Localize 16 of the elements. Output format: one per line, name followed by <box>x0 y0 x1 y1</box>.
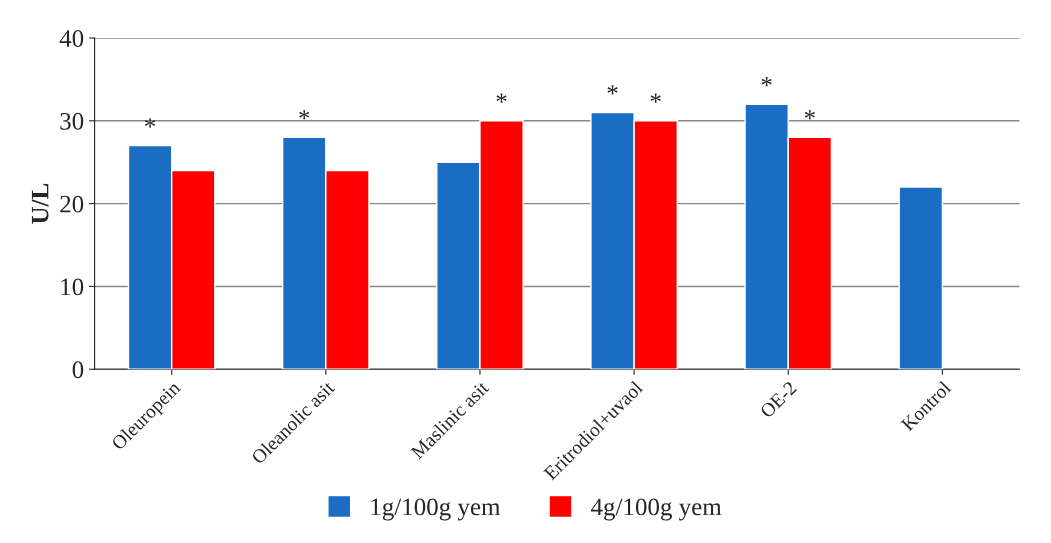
legend-label: 1g/100g yem <box>371 498 501 521</box>
annotation: * <box>496 93 507 103</box>
y-tick-label: 10 <box>61 278 84 296</box>
y-tick-label: 30 <box>60 112 84 130</box>
bar <box>898 186 944 370</box>
annotation: * <box>145 118 156 128</box>
legend-label: 4g/100g yem <box>590 498 722 521</box>
annotation: * <box>761 77 772 87</box>
y-tick-label: 40 <box>59 30 84 47</box>
y-tick-label: 0 <box>72 361 84 379</box>
annotation: * <box>804 110 815 120</box>
y-tick-label: 20 <box>60 195 84 213</box>
annotation: * <box>299 110 310 120</box>
y-axis-title: U/L <box>31 183 49 224</box>
annotation: * <box>607 85 618 95</box>
annotation: * <box>650 93 661 103</box>
